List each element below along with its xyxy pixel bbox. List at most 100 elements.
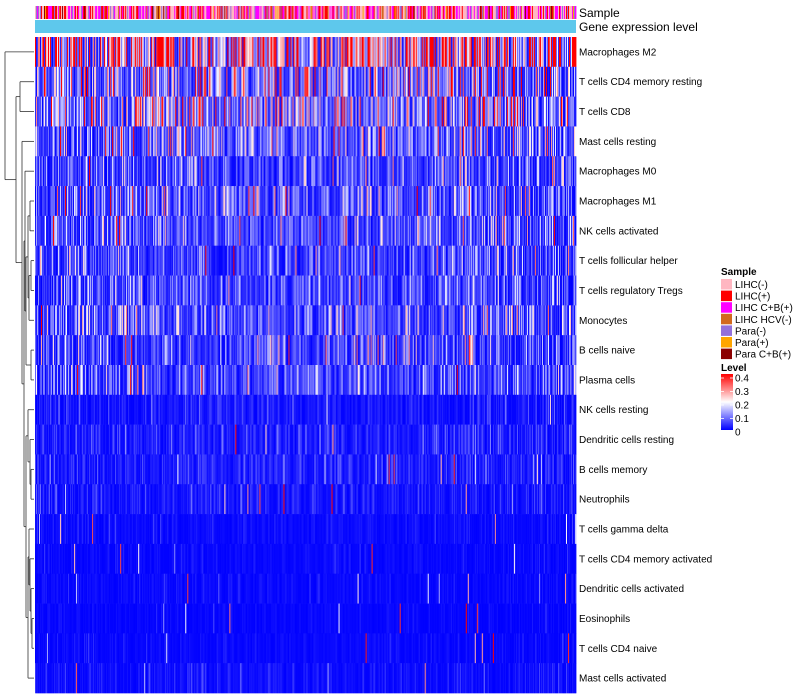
sample-cell: [298, 6, 300, 19]
heatmap-cell: [379, 66, 382, 97]
heatmap-cell: [317, 156, 319, 187]
heatmap-cell: [123, 275, 125, 306]
heatmap-cell: [398, 66, 401, 97]
heatmap-cell: [104, 215, 106, 247]
heatmap-cell: [287, 37, 289, 68]
heatmap-cell: [121, 156, 123, 187]
heatmap-cell: [397, 245, 400, 276]
heatmap-cell: [102, 245, 104, 276]
heatmap-cell: [515, 126, 518, 157]
heatmap-cell: [519, 186, 522, 217]
heatmap-cell: [206, 215, 208, 247]
heatmap-cell: [83, 66, 85, 97]
heatmap-cell: [483, 245, 486, 276]
heatmap-cell: [355, 126, 357, 157]
heatmap-cell: [337, 126, 339, 157]
heatmap-cell: [392, 96, 395, 127]
heatmap-cell: [542, 126, 545, 157]
heatmap-cell: [564, 186, 567, 217]
heatmap-cell: [132, 126, 134, 157]
heatmap-cell: [109, 275, 111, 306]
sample-cell: [153, 6, 155, 19]
sample-cell: [141, 6, 143, 19]
heatmap-cell: [202, 96, 204, 127]
heatmap-cell: [435, 126, 438, 157]
heatmap-cell: [279, 96, 281, 127]
heatmap-cell: [401, 186, 404, 217]
heatmap-cell: [130, 156, 132, 187]
heatmap-cell: [47, 66, 49, 97]
heatmap-cell: [207, 215, 209, 247]
heatmap-cell: [155, 275, 157, 306]
heatmap-cell: [271, 186, 273, 217]
heatmap-cell: [168, 96, 170, 127]
heatmap-cell: [324, 215, 326, 247]
heatmap-cell: [438, 66, 441, 97]
heatmap-cell: [469, 126, 472, 157]
heatmap-cell: [488, 186, 491, 217]
heatmap-cell: [37, 66, 39, 97]
heatmap-cell: [559, 96, 562, 127]
heatmap-cell: [359, 96, 361, 127]
heatmap-cell: [234, 186, 236, 217]
heatmap-cell: [91, 96, 93, 127]
heatmap-cell: [48, 156, 50, 187]
heatmap-cell: [36, 37, 38, 68]
heatmap-cell: [559, 37, 562, 68]
heatmap-cell: [566, 245, 569, 276]
heatmap-cell: [112, 66, 114, 97]
heatmap-cell: [60, 96, 62, 127]
heatmap-cell: [99, 96, 101, 127]
heatmap-cell: [433, 245, 436, 276]
heatmap-cell: [156, 37, 158, 68]
sample-cell: [82, 6, 84, 19]
heatmap-cell: [486, 186, 489, 217]
heatmap-cell: [156, 275, 158, 306]
heatmap-cell: [556, 245, 559, 276]
heatmap-cell: [329, 186, 331, 217]
heatmap-cell: [51, 96, 53, 127]
heatmap-cell: [374, 37, 377, 68]
heatmap-cell: [190, 156, 192, 187]
sample-cell: [503, 6, 506, 19]
heatmap-cell: [529, 156, 532, 187]
heatmap-cell: [522, 156, 525, 187]
heatmap-cell: [534, 245, 537, 276]
heatmap-cell: [452, 66, 455, 97]
heatmap-cell: [363, 156, 366, 187]
heatmap-cell: [211, 37, 213, 68]
sample-cell: [207, 6, 209, 19]
heatmap-cell: [560, 245, 563, 276]
heatmap-cell: [92, 96, 94, 127]
heatmap-cell: [99, 37, 101, 68]
heatmap-cell: [262, 37, 264, 68]
heatmap-cell: [405, 126, 408, 157]
heatmap-cell: [396, 126, 399, 157]
heatmap-cell: [194, 156, 196, 187]
heatmap-cell: [84, 245, 86, 276]
heatmap-cell: [154, 37, 156, 68]
heatmap-cell: [496, 215, 499, 247]
heatmap-cell: [320, 37, 322, 68]
heatmap-cell: [278, 156, 280, 187]
sample-cell: [372, 6, 375, 19]
sample-cell: [519, 6, 522, 19]
heatmap-cell: [280, 66, 282, 97]
heatmap-cell: [533, 186, 536, 217]
sample-cell: [548, 6, 551, 19]
heatmap-cell: [226, 37, 228, 68]
heatmap-cell: [418, 245, 421, 276]
heatmap-cell: [516, 66, 519, 97]
sample-cell: [150, 6, 152, 19]
heatmap-cell: [250, 245, 252, 276]
heatmap-cell: [256, 156, 258, 187]
heatmap-cell: [496, 156, 499, 187]
heatmap-cell: [342, 66, 344, 97]
heatmap-cell: [483, 156, 486, 187]
heatmap-cell: [116, 215, 118, 247]
heatmap-cell: [567, 245, 570, 276]
heatmap-cell: [320, 126, 322, 157]
heatmap-cell: [275, 126, 277, 157]
heatmap-cell: [80, 275, 82, 306]
heatmap-cell: [327, 245, 329, 276]
